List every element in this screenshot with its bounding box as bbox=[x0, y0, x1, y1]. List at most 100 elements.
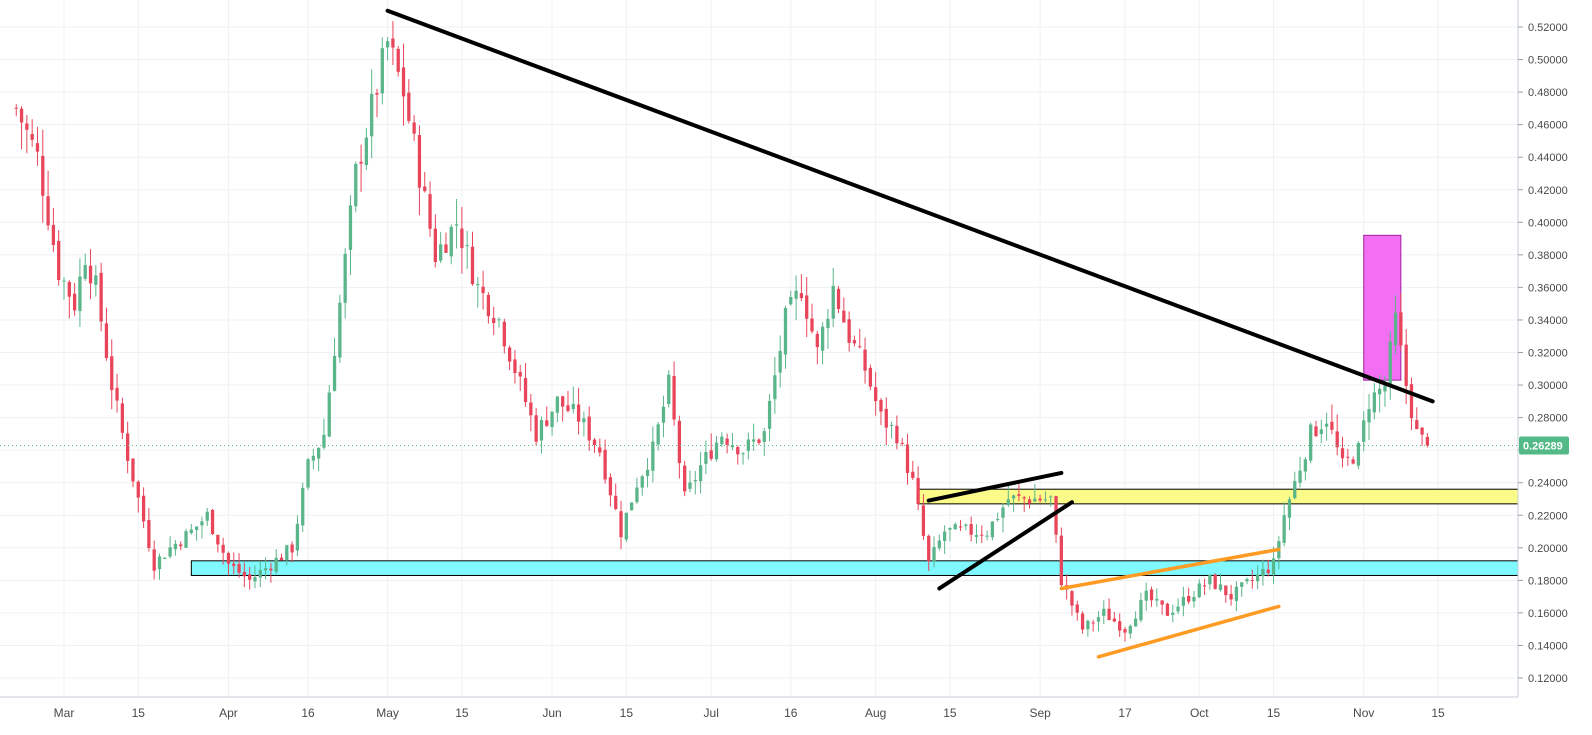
candle-down bbox=[1038, 498, 1042, 501]
candle-down bbox=[359, 161, 363, 164]
candle-up bbox=[184, 531, 188, 548]
candle-down bbox=[927, 535, 931, 562]
candle-down bbox=[1335, 431, 1339, 448]
candles bbox=[14, 21, 1430, 642]
support-zone[interactable] bbox=[190, 560, 1519, 576]
candle-up bbox=[1128, 625, 1132, 634]
grid bbox=[0, 0, 1518, 697]
candle-down bbox=[152, 549, 156, 571]
candle-down bbox=[1059, 535, 1063, 586]
candle-down bbox=[57, 240, 61, 281]
channel-upper-line[interactable] bbox=[1059, 547, 1281, 591]
candle-down bbox=[147, 520, 151, 548]
candle-down bbox=[799, 293, 804, 299]
candle-down bbox=[1027, 499, 1032, 504]
price-tick-label: 0.44000 bbox=[1528, 152, 1568, 164]
candle-down bbox=[115, 387, 119, 401]
time-tick-label: 15 bbox=[1267, 706, 1281, 720]
candle-up bbox=[730, 445, 735, 448]
candle-up bbox=[1234, 586, 1239, 601]
candle-up bbox=[656, 424, 660, 445]
candle-down bbox=[1266, 569, 1270, 574]
candle-down bbox=[221, 544, 225, 553]
candle-down bbox=[1340, 448, 1345, 459]
candle-up bbox=[163, 557, 167, 559]
candle-up bbox=[1255, 574, 1260, 582]
candle-up bbox=[1324, 423, 1329, 427]
candle-down bbox=[269, 568, 273, 571]
candle-up bbox=[789, 296, 793, 305]
candle-down bbox=[14, 107, 18, 109]
candle-up bbox=[783, 308, 788, 355]
price-tick-label: 0.46000 bbox=[1528, 120, 1568, 132]
candle-down bbox=[412, 122, 416, 134]
candle-down bbox=[279, 557, 284, 561]
candle-up bbox=[629, 502, 634, 511]
candle-up bbox=[253, 577, 257, 582]
candle-down bbox=[1351, 459, 1355, 464]
candle-up bbox=[1155, 598, 1159, 601]
candle-up bbox=[1171, 612, 1175, 615]
candle-down bbox=[598, 447, 602, 453]
highlight-box[interactable] bbox=[1363, 234, 1402, 381]
price-axis[interactable]: 0.52000 0.50000 0.48000 0.46000 0.44000 0.420… bbox=[1518, 22, 1568, 685]
candle-up bbox=[173, 543, 178, 550]
price-tick-label: 0.28000 bbox=[1528, 413, 1568, 425]
time-tick-label: Sep bbox=[1029, 706, 1051, 720]
candle-up bbox=[322, 434, 326, 448]
candle-up bbox=[348, 205, 353, 250]
candle-up bbox=[380, 48, 384, 94]
candle-down bbox=[502, 321, 506, 347]
candle-up bbox=[1033, 498, 1037, 502]
channel-lower-line[interactable] bbox=[1096, 604, 1281, 659]
candle-up bbox=[1102, 608, 1106, 616]
candle-down bbox=[1017, 494, 1021, 496]
candle-down bbox=[677, 420, 682, 464]
time-tick-label: Aug bbox=[865, 706, 886, 720]
wedge-upper-line[interactable] bbox=[926, 470, 1064, 503]
candle-up bbox=[667, 374, 671, 405]
candle-up bbox=[189, 529, 193, 534]
candle-down bbox=[423, 186, 427, 192]
candle-up bbox=[449, 226, 453, 257]
candle-down bbox=[1224, 585, 1228, 596]
trend-line[interactable] bbox=[385, 8, 1435, 404]
candle-up bbox=[354, 163, 358, 207]
candle-down bbox=[481, 286, 485, 294]
candle-down bbox=[561, 396, 565, 407]
candle-down bbox=[868, 367, 873, 387]
candle-down bbox=[614, 495, 618, 510]
time-tick-label: Apr bbox=[219, 706, 238, 720]
candle-up bbox=[1261, 569, 1265, 577]
candle-down bbox=[25, 123, 29, 130]
candle-down bbox=[232, 563, 236, 566]
candle-down bbox=[99, 272, 103, 322]
candle-down bbox=[1250, 580, 1254, 582]
candle-up bbox=[555, 396, 560, 413]
candle-up bbox=[1393, 312, 1398, 346]
time-axis[interactable]: Mar 15 Apr 16 May 15 Jun 15 Jul 16 Aug 15 Sep 17 Oct 15… bbox=[54, 706, 1445, 720]
price-tick-label: 0.52000 bbox=[1528, 22, 1568, 34]
candle-down bbox=[1107, 608, 1111, 621]
candle-down bbox=[969, 524, 973, 535]
candle-down bbox=[1075, 604, 1079, 613]
time-tick-label: 17 bbox=[1118, 706, 1132, 720]
candle-up bbox=[1372, 392, 1376, 413]
wedge-lower-line[interactable] bbox=[937, 500, 1074, 591]
time-tick-label: May bbox=[376, 706, 399, 720]
candle-down bbox=[1409, 384, 1414, 419]
candle-up bbox=[1218, 584, 1223, 590]
candle-up bbox=[497, 319, 501, 321]
candle-up bbox=[343, 253, 347, 303]
candle-up bbox=[1367, 409, 1371, 423]
candle-down bbox=[757, 439, 761, 443]
candle-up bbox=[1362, 420, 1366, 442]
candle-up bbox=[661, 406, 666, 423]
candle-down bbox=[248, 574, 252, 580]
candle-down bbox=[916, 477, 920, 504]
candle-up bbox=[820, 326, 825, 351]
candle-down bbox=[88, 265, 93, 284]
price-tick-label: 0.42000 bbox=[1528, 185, 1568, 197]
